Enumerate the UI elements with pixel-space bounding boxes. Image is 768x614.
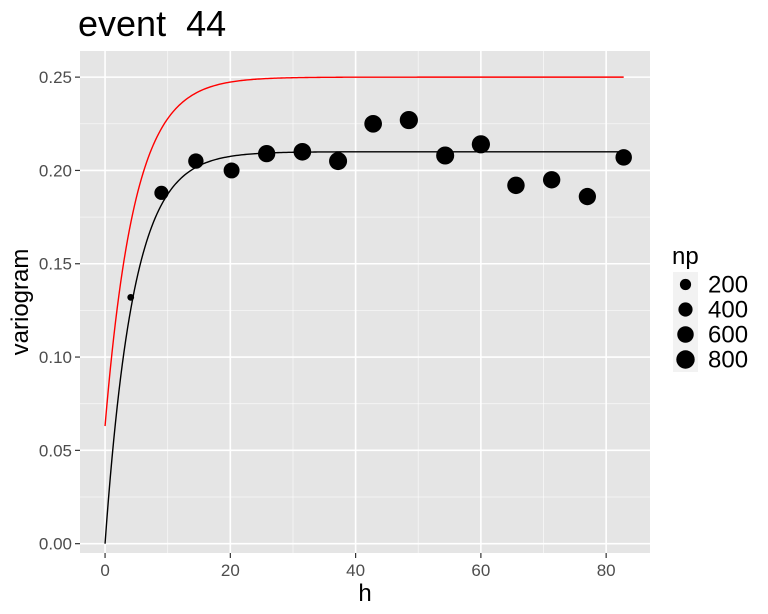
plot-panel [80,51,650,553]
data-point [578,187,597,206]
data-point [127,293,135,301]
data-point [542,171,561,189]
data-point [436,146,455,165]
fitted-lines [104,76,624,544]
legend-key-point [679,278,692,291]
data-point [154,185,169,200]
legend-label: 400 [708,297,748,324]
data-point [223,162,240,179]
data-point [471,135,490,154]
legend-key-point [677,326,694,343]
y-tick-label: 0.05 [39,441,72,460]
y-axis-title: variogram [7,249,34,356]
data-point [258,144,276,163]
data-points [127,110,632,301]
x-axis-title: h [358,580,371,607]
x-tick-label: 60 [471,561,490,580]
data-point [329,152,348,171]
data-point [364,114,382,133]
legend-label: 800 [708,347,748,374]
legend-label: 600 [708,322,748,349]
y-tick-label: 0.00 [39,535,72,554]
x-tick-label: 40 [346,561,365,580]
x-tick-label: 0 [100,561,109,580]
y-tick-label: 0.10 [39,348,72,367]
data-point [188,153,204,169]
x-tick-label: 80 [597,561,616,580]
data-point [293,142,312,161]
legend-label: 200 [708,272,748,299]
x-tick-label: 20 [221,561,240,580]
y-tick-label: 0.25 [39,68,72,87]
legend-key-point [678,302,693,317]
y-tick-label: 0.15 [39,255,72,274]
axes: 0 20 40 60 80 0.00 0.05 0.10 0.15 0.20 0.25 h variog… [7,68,616,607]
data-point [399,110,418,130]
fitted-curve [104,76,624,427]
data-point [507,176,525,195]
legend-key-point [676,350,695,369]
chart-title: event 44 [78,3,227,44]
data-point [615,149,632,166]
fitted-curve [104,151,624,544]
legend-title: np [672,243,699,270]
y-tick-label: 0.20 [39,161,72,180]
